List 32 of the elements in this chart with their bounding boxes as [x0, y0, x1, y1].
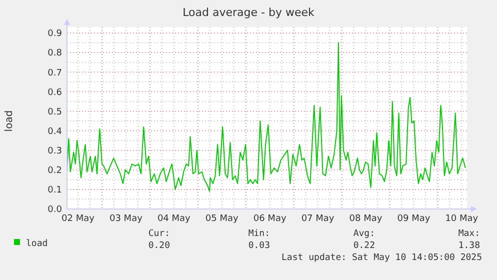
y-tick-label: 0.9	[48, 29, 62, 40]
text: Last update: Sat May 10 14:05:00 2025	[282, 253, 482, 263]
line-series	[66, 42, 466, 192]
text: 0.20	[148, 241, 170, 251]
y-tick-label: 0.6	[48, 88, 62, 98]
x-tick-label: 04 May	[157, 214, 192, 224]
text: Cur:	[148, 229, 170, 239]
y-tick-label: 0.3	[48, 146, 62, 156]
legend-label: load	[26, 239, 48, 249]
x-tick-label: 07 May	[301, 214, 335, 224]
text: Avg:	[353, 229, 375, 239]
chart-title: Load average - by week	[182, 6, 316, 19]
y-tick-label: 0.0	[48, 205, 62, 216]
x-tick-label: 02 May	[62, 214, 96, 224]
y-tick-label: 0.1	[48, 186, 62, 196]
text: Max:	[458, 229, 480, 239]
x-tick-label: 08 May	[349, 214, 383, 224]
text: 0.03	[248, 241, 270, 251]
x-tick-label: 05 May	[205, 214, 240, 224]
x-tick-label: 10 May	[445, 214, 479, 224]
x-tick-label: 09 May	[397, 214, 431, 224]
y-tick-label: 0.8	[48, 48, 62, 59]
y-tick-label: 0.4	[48, 126, 62, 137]
y-tick-label: 0.5	[48, 107, 62, 118]
x-tick-label: 03 May	[109, 214, 144, 224]
x-tick-label: 06 May	[253, 214, 287, 224]
text: 1.38	[458, 241, 480, 251]
text: Min:	[248, 229, 270, 239]
y-axis-title: load	[4, 110, 15, 132]
text: 0.22	[353, 241, 375, 251]
y-tick-label: 0.2	[48, 166, 62, 176]
y-tick-label: 0.7	[48, 68, 62, 78]
